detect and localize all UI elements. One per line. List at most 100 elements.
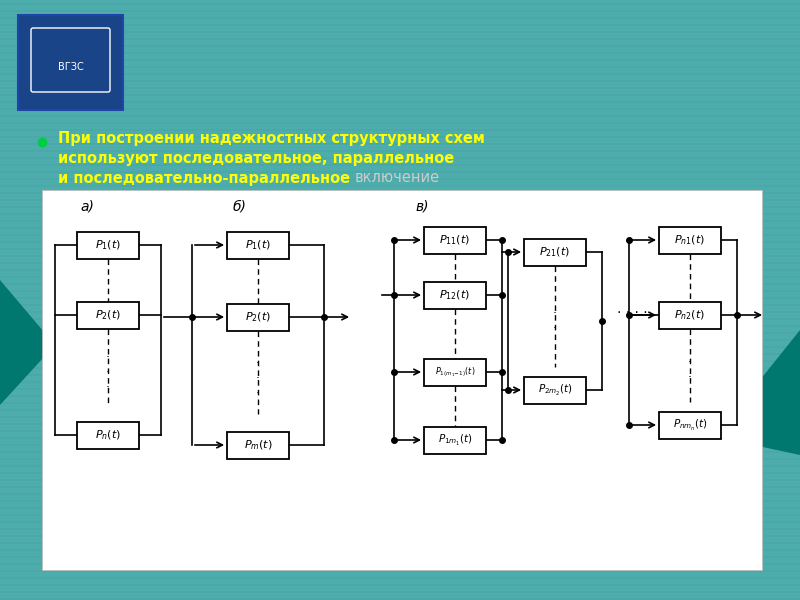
Bar xyxy=(0,271,800,275)
Bar xyxy=(0,586,800,589)
Bar xyxy=(0,439,800,443)
Bar xyxy=(0,215,800,218)
Bar xyxy=(0,236,800,239)
Bar xyxy=(0,397,800,401)
Bar xyxy=(0,159,800,163)
Bar xyxy=(0,166,800,169)
Bar xyxy=(0,558,800,562)
Text: а): а) xyxy=(80,199,94,213)
Bar xyxy=(0,523,800,527)
Polygon shape xyxy=(0,280,55,405)
Bar xyxy=(0,313,800,317)
Bar xyxy=(0,460,800,463)
Text: При построении надежностных структурных схем: При построении надежностных структурных … xyxy=(58,130,485,145)
Bar xyxy=(0,110,800,113)
Bar xyxy=(0,117,800,121)
Bar xyxy=(424,281,486,308)
Bar xyxy=(0,390,800,394)
Bar xyxy=(0,201,800,205)
Bar xyxy=(0,131,800,134)
Bar xyxy=(0,187,800,191)
Text: ·
·
·: · · · xyxy=(256,358,260,401)
Bar xyxy=(0,229,800,232)
Text: $P_1(t)$: $P_1(t)$ xyxy=(245,238,271,252)
Bar xyxy=(0,180,800,184)
Bar xyxy=(0,369,800,373)
Bar xyxy=(18,15,123,110)
Bar xyxy=(0,376,800,379)
Bar xyxy=(0,68,800,71)
Text: используют последовательное, параллельное: используют последовательное, параллельно… xyxy=(58,151,454,166)
Text: $P_{nm_n}(t)$: $P_{nm_n}(t)$ xyxy=(673,418,707,433)
Bar xyxy=(0,537,800,541)
Bar xyxy=(0,12,800,16)
Bar xyxy=(659,226,721,253)
Bar xyxy=(0,320,800,323)
Bar xyxy=(0,19,800,22)
Bar xyxy=(0,579,800,583)
Text: $P_1(t)$: $P_1(t)$ xyxy=(95,238,121,252)
Bar xyxy=(0,453,800,457)
Bar xyxy=(0,572,800,575)
Text: в): в) xyxy=(415,199,429,213)
Bar xyxy=(0,75,800,79)
Bar xyxy=(0,593,800,596)
Bar xyxy=(0,89,800,92)
Bar xyxy=(0,222,800,226)
Bar xyxy=(424,358,486,385)
Bar xyxy=(0,544,800,547)
Bar xyxy=(0,327,800,331)
Bar xyxy=(0,481,800,485)
Text: ·
·: · · xyxy=(553,307,557,335)
Bar xyxy=(0,425,800,428)
Text: $P_2(t)$: $P_2(t)$ xyxy=(95,308,121,322)
Text: $P_2(t)$: $P_2(t)$ xyxy=(245,310,271,324)
Bar xyxy=(77,301,139,329)
Bar xyxy=(0,138,800,142)
Bar xyxy=(0,306,800,310)
Bar xyxy=(0,152,800,155)
Bar xyxy=(0,292,800,295)
Bar xyxy=(0,530,800,533)
Bar xyxy=(0,278,800,281)
Bar xyxy=(0,404,800,407)
Text: $P_{21}(t)$: $P_{21}(t)$ xyxy=(539,245,570,259)
Bar xyxy=(0,341,800,344)
Bar xyxy=(0,516,800,520)
Bar xyxy=(0,362,800,365)
Bar xyxy=(659,412,721,439)
Bar xyxy=(0,5,800,8)
Bar xyxy=(0,509,800,512)
Bar xyxy=(659,301,721,329)
Bar xyxy=(0,488,800,491)
Bar xyxy=(0,355,800,358)
Text: $P_{1(m_1\!-\!1)}(t)$: $P_{1(m_1\!-\!1)}(t)$ xyxy=(435,365,475,379)
Text: и последовательно-параллельное: и последовательно-параллельное xyxy=(58,170,355,185)
Bar xyxy=(524,377,586,403)
Bar xyxy=(524,238,586,265)
Bar xyxy=(0,243,800,247)
Bar xyxy=(0,467,800,470)
Text: $P_{1m_1}(t)$: $P_{1m_1}(t)$ xyxy=(438,433,473,448)
Text: б): б) xyxy=(233,199,247,213)
Bar xyxy=(227,431,289,458)
Bar xyxy=(0,61,800,64)
Bar xyxy=(0,257,800,260)
Text: $P_m(t)$: $P_m(t)$ xyxy=(244,438,272,452)
Bar xyxy=(0,82,800,85)
Bar xyxy=(0,383,800,386)
Text: $P_{11}(t)$: $P_{11}(t)$ xyxy=(439,233,470,247)
Bar xyxy=(0,0,800,1)
Polygon shape xyxy=(730,330,800,455)
Bar xyxy=(0,33,800,37)
Text: $P_{2m_2}(t)$: $P_{2m_2}(t)$ xyxy=(538,382,573,398)
Bar xyxy=(0,334,800,337)
Bar xyxy=(77,421,139,449)
Bar xyxy=(0,208,800,211)
Text: $P_n(t)$: $P_n(t)$ xyxy=(95,428,121,442)
Bar xyxy=(424,427,486,454)
Bar xyxy=(0,103,800,107)
Bar xyxy=(0,40,800,43)
Text: $P_{n1}(t)$: $P_{n1}(t)$ xyxy=(674,233,706,247)
Text: ·
·
·: · · · xyxy=(106,352,110,395)
